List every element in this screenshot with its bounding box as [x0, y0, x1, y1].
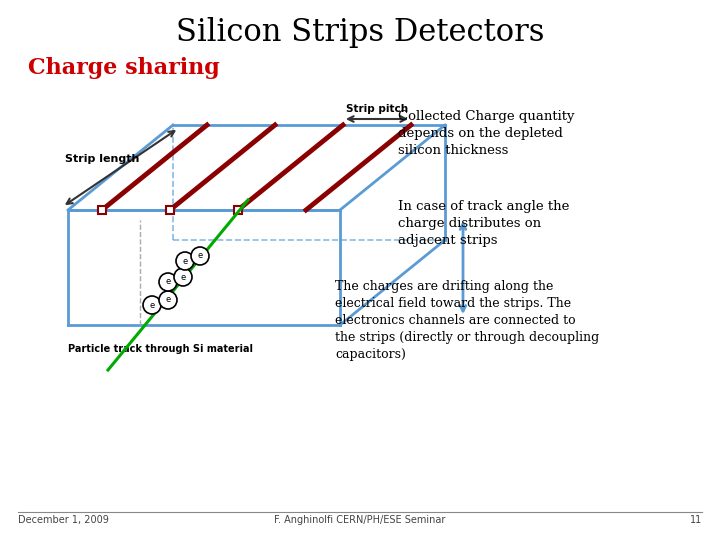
- Circle shape: [191, 247, 209, 265]
- Circle shape: [176, 252, 194, 270]
- Text: Collected Charge quantity
depends on the depleted
silicon thickness: Collected Charge quantity depends on the…: [398, 110, 575, 157]
- Text: 11: 11: [690, 515, 702, 525]
- Bar: [234, 206, 242, 214]
- Text: e: e: [149, 300, 155, 309]
- Bar: [166, 206, 174, 214]
- Text: Charge sharing: Charge sharing: [28, 57, 220, 79]
- Bar: [98, 206, 106, 214]
- Circle shape: [159, 273, 177, 291]
- Text: The charges are drifting along the
electrical field toward the strips. The
elect: The charges are drifting along the elect…: [335, 280, 599, 361]
- Circle shape: [159, 291, 177, 309]
- Text: F. Anghinolfi CERN/PH/ESE Seminar: F. Anghinolfi CERN/PH/ESE Seminar: [274, 515, 446, 525]
- Text: e: e: [182, 256, 188, 266]
- Text: In case of track angle the
charge distributes on
adjacent strips: In case of track angle the charge distri…: [398, 200, 570, 247]
- Text: Strip length: Strip length: [66, 153, 140, 164]
- Text: e: e: [197, 252, 202, 260]
- Text: e: e: [166, 295, 171, 305]
- Text: Particle track through Si material: Particle track through Si material: [68, 344, 253, 354]
- Text: e: e: [166, 278, 171, 287]
- Circle shape: [143, 296, 161, 314]
- Text: Silicon Strips Detectors: Silicon Strips Detectors: [176, 17, 544, 48]
- Text: December 1, 2009: December 1, 2009: [18, 515, 109, 525]
- Text: Strip pitch: Strip pitch: [346, 104, 408, 114]
- Circle shape: [174, 268, 192, 286]
- Text: e: e: [181, 273, 186, 281]
